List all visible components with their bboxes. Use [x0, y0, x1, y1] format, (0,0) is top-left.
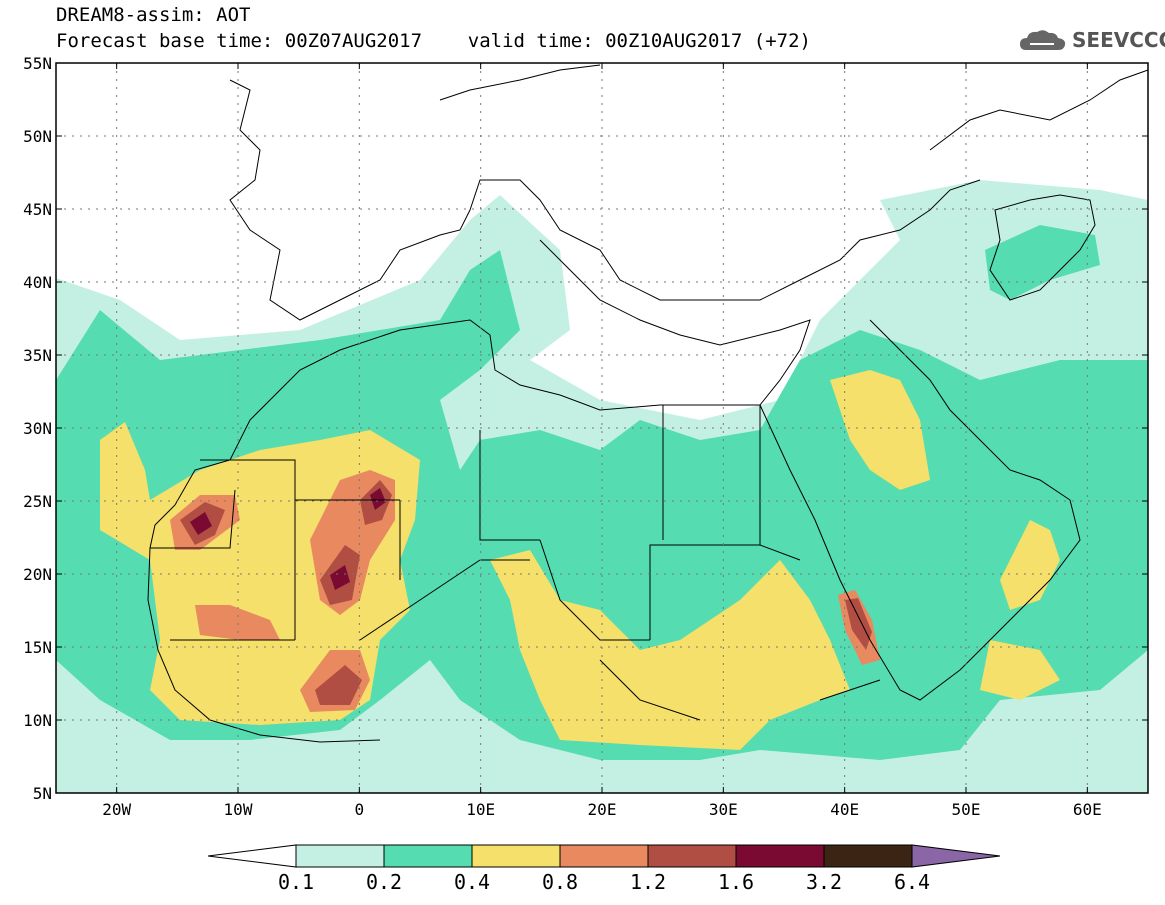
- aot-band-0.4-horn: [980, 640, 1060, 700]
- logo-text: SEEVCCC: [1072, 28, 1165, 52]
- legend-label: 0.2: [366, 870, 402, 894]
- cloud-icon: [1020, 30, 1066, 50]
- lat-label: 30N: [23, 419, 52, 438]
- legend-swatch: [647, 844, 737, 868]
- legend-swatch: [383, 844, 473, 868]
- aot-shading: [56, 63, 1148, 793]
- legend-label: 6.4: [894, 870, 930, 894]
- map-grid: [56, 63, 1148, 793]
- lat-label: 45N: [23, 200, 52, 219]
- lon-label: 40E: [830, 800, 859, 819]
- coastlines: [147, 64, 1148, 743]
- legend-label: 1.6: [718, 870, 754, 894]
- legend-swatch: [559, 844, 649, 868]
- legend-swatch: [735, 844, 825, 868]
- lon-label: 60E: [1073, 800, 1102, 819]
- aot-legend: 0.1 0.2 0.4 0.8 1.2 1.6 3.2 6.4: [207, 844, 1001, 894]
- lat-label: 35N: [23, 346, 52, 365]
- lon-label: 20W: [102, 800, 131, 819]
- aot-band-0.4-sahel: [490, 550, 850, 750]
- aot-band-0.4-oman: [1000, 520, 1060, 610]
- lat-label: 5N: [33, 784, 52, 803]
- aot-band-0.4-arabia: [830, 370, 930, 490]
- lon-label: 30E: [709, 800, 738, 819]
- lon-label: 10E: [466, 800, 495, 819]
- lat-label: 15N: [23, 638, 52, 657]
- legend-label: 0.8: [542, 870, 578, 894]
- legend-label: 3.2: [806, 870, 842, 894]
- legend-label: 0.4: [454, 870, 490, 894]
- forecast-time-line: Forecast base time: 00Z07AUG2017 valid t…: [56, 30, 811, 52]
- axis-ticks: [56, 62, 1148, 794]
- lat-label: 25N: [23, 492, 52, 511]
- axis-labels: 55N 50N 45N 40N 35N 30N 25N 20N 15N 10N 5N 20W 10W 0 1…: [23, 54, 1102, 819]
- lon-label: 10W: [224, 800, 253, 819]
- map-title: DREAM8-assim: AOT: [56, 4, 251, 26]
- lon-label: 0: [355, 800, 365, 819]
- lat-label: 50N: [23, 127, 52, 146]
- lat-label: 55N: [23, 54, 52, 73]
- legend-arrow-right: [911, 844, 1001, 868]
- lon-label: 50E: [952, 800, 981, 819]
- legend-label: 1.2: [630, 870, 666, 894]
- aot-band-0.2-caspian: [985, 225, 1100, 300]
- legend-label: 0.1: [278, 870, 314, 894]
- lon-label: 20E: [588, 800, 617, 819]
- legend-swatch: [295, 844, 385, 868]
- lat-label: 10N: [23, 711, 52, 730]
- lat-label: 20N: [23, 565, 52, 584]
- legend-arrow-left: [207, 844, 297, 868]
- lat-label: 40N: [23, 273, 52, 292]
- legend-swatch: [471, 844, 561, 868]
- aot-band-0.8-mali: [195, 605, 280, 640]
- legend-swatch: [823, 844, 913, 868]
